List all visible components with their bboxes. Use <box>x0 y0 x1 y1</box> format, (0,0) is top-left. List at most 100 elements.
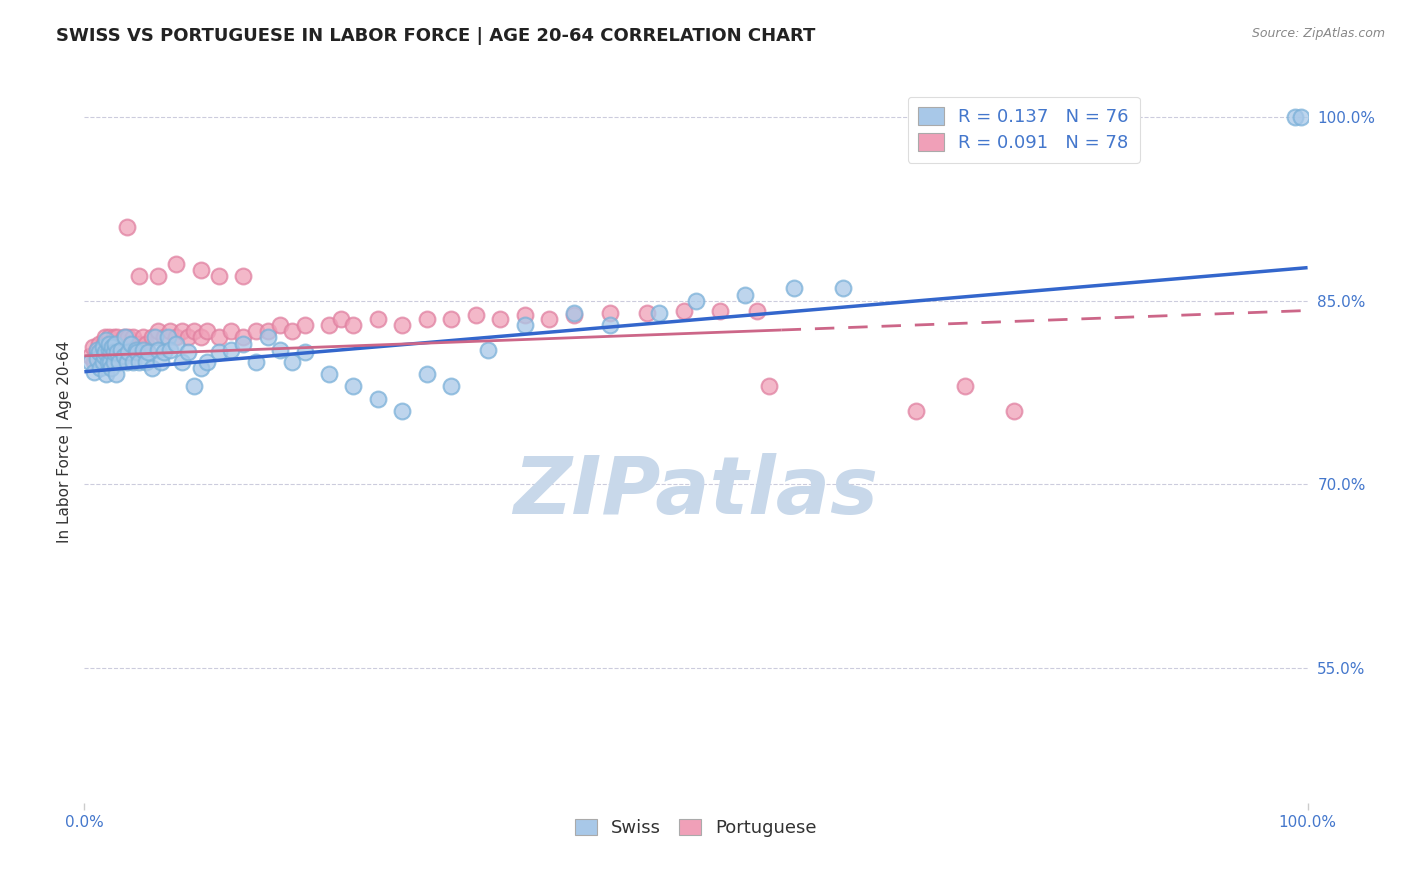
Point <box>391 318 413 333</box>
Point <box>125 343 148 357</box>
Point <box>101 340 124 354</box>
Point <box>831 281 853 295</box>
Point <box>128 336 150 351</box>
Point <box>105 330 128 344</box>
Point <box>172 355 194 369</box>
Point <box>177 330 200 344</box>
Point <box>153 330 176 344</box>
Point <box>115 340 138 354</box>
Point <box>100 361 122 376</box>
Point <box>122 330 145 344</box>
Point <box>165 330 187 344</box>
Point <box>112 330 135 344</box>
Point <box>100 336 122 351</box>
Point <box>105 367 128 381</box>
Point <box>135 336 157 351</box>
Point <box>190 361 212 376</box>
Point <box>132 330 155 344</box>
Point <box>257 324 280 338</box>
Point <box>232 330 254 344</box>
Point <box>141 330 163 344</box>
Point <box>125 345 148 359</box>
Point <box>685 293 707 308</box>
Point <box>257 330 280 344</box>
Point <box>219 343 242 357</box>
Point <box>150 355 173 369</box>
Point <box>672 303 695 318</box>
Point <box>905 404 928 418</box>
Point <box>107 340 129 354</box>
Text: Source: ZipAtlas.com: Source: ZipAtlas.com <box>1251 27 1385 40</box>
Point <box>115 220 138 235</box>
Point <box>120 336 142 351</box>
Point <box>165 257 187 271</box>
Point <box>86 343 108 357</box>
Text: ZIPatlas: ZIPatlas <box>513 453 879 531</box>
Point <box>269 318 291 333</box>
Point <box>1291 110 1313 124</box>
Point <box>120 336 142 351</box>
Point <box>318 367 340 381</box>
Point <box>93 336 115 351</box>
Point <box>156 330 179 344</box>
Point <box>245 355 267 369</box>
Point <box>104 336 127 351</box>
Point <box>195 324 218 338</box>
Point <box>141 361 163 376</box>
Point <box>107 355 129 369</box>
Point <box>953 379 976 393</box>
Point <box>477 343 499 357</box>
Point <box>122 355 145 369</box>
Text: SWISS VS PORTUGUESE IN LABOR FORCE | AGE 20-64 CORRELATION CHART: SWISS VS PORTUGUESE IN LABOR FORCE | AGE… <box>56 27 815 45</box>
Point <box>562 309 585 323</box>
Point <box>83 365 105 379</box>
Point <box>132 343 155 357</box>
Point <box>232 269 254 284</box>
Point <box>709 303 731 318</box>
Point <box>110 343 132 357</box>
Point <box>98 355 121 369</box>
Point <box>208 345 231 359</box>
Legend: Swiss, Portuguese: Swiss, Portuguese <box>568 812 824 845</box>
Point <box>367 312 389 326</box>
Point <box>146 269 169 284</box>
Point <box>1002 404 1025 418</box>
Point <box>159 343 181 357</box>
Point <box>648 306 671 320</box>
Point <box>103 345 125 359</box>
Point <box>208 269 231 284</box>
Point <box>79 349 101 363</box>
Point <box>114 330 136 344</box>
Point <box>97 355 120 369</box>
Point <box>105 345 128 359</box>
Point <box>96 367 118 381</box>
Point <box>281 324 304 338</box>
Point <box>342 318 364 333</box>
Point <box>190 263 212 277</box>
Point <box>440 312 463 326</box>
Point <box>82 340 104 354</box>
Point <box>87 345 110 359</box>
Point <box>464 309 486 323</box>
Point <box>342 379 364 393</box>
Point <box>97 336 120 351</box>
Point <box>101 345 124 359</box>
Point <box>183 379 205 393</box>
Point <box>91 345 114 359</box>
Point <box>269 343 291 357</box>
Point <box>143 330 166 344</box>
Point <box>367 392 389 406</box>
Point <box>391 404 413 418</box>
Point <box>86 343 108 357</box>
Point <box>86 352 108 367</box>
Point <box>208 330 231 344</box>
Point <box>636 306 658 320</box>
Point <box>294 318 316 333</box>
Point <box>96 333 118 347</box>
Point <box>599 318 621 333</box>
Point <box>146 324 169 338</box>
Point <box>91 355 114 369</box>
Point <box>89 345 111 359</box>
Point <box>128 269 150 284</box>
Point <box>172 324 194 338</box>
